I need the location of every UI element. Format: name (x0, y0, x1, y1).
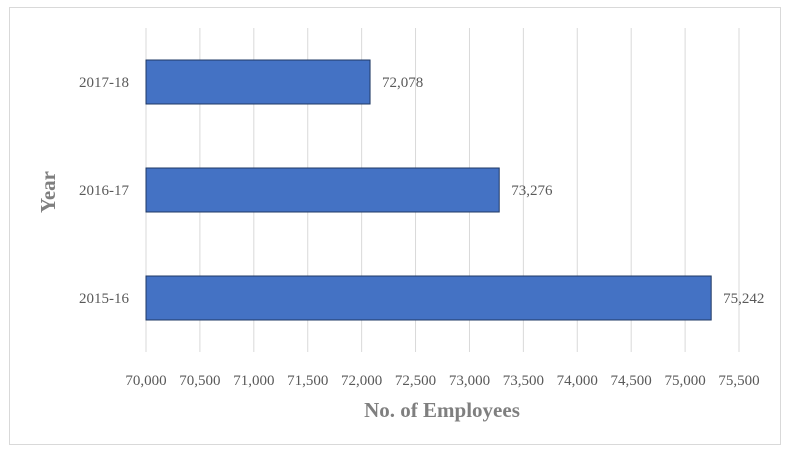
x-axis-title: No. of Employees (364, 398, 520, 422)
bar-2015-16 (145, 275, 712, 321)
y-tick-label: 2016-17 (79, 183, 129, 199)
y-axis-title: Year (36, 171, 60, 213)
data-labels: 75,242 73,276 72,078 (382, 75, 764, 307)
bar-2017-18 (145, 59, 371, 105)
data-label: 75,242 (723, 291, 764, 307)
x-tick-label: 75,000 (664, 373, 705, 389)
y-tick-labels: 2015-16 2016-17 2017-18 (79, 75, 129, 307)
x-tick-labels: 70,000 70,500 71,000 71,500 72,000 72,500 73,0… (125, 373, 759, 389)
x-tick-label: 71,000 (233, 373, 274, 389)
x-tick-label: 75,500 (718, 373, 759, 389)
x-tick-label: 72,500 (395, 373, 436, 389)
x-tick-label: 71,500 (287, 373, 328, 389)
x-tick-label: 72,000 (341, 373, 382, 389)
x-tick-label: 70,500 (179, 373, 220, 389)
x-tick-label: 74,000 (557, 373, 598, 389)
chart-frame (9, 7, 781, 445)
y-tick-label: 2017-18 (79, 75, 129, 91)
data-label: 73,276 (511, 183, 553, 199)
x-tick-label: 74,500 (611, 373, 652, 389)
x-tick-label: 73,500 (503, 373, 544, 389)
data-label: 72,078 (382, 75, 423, 91)
bars (145, 59, 712, 321)
bar-2016-17 (145, 167, 500, 213)
x-tick-label: 70,000 (125, 373, 166, 389)
y-tick-label: 2015-16 (79, 291, 129, 307)
x-tick-label: 73,000 (449, 373, 490, 389)
